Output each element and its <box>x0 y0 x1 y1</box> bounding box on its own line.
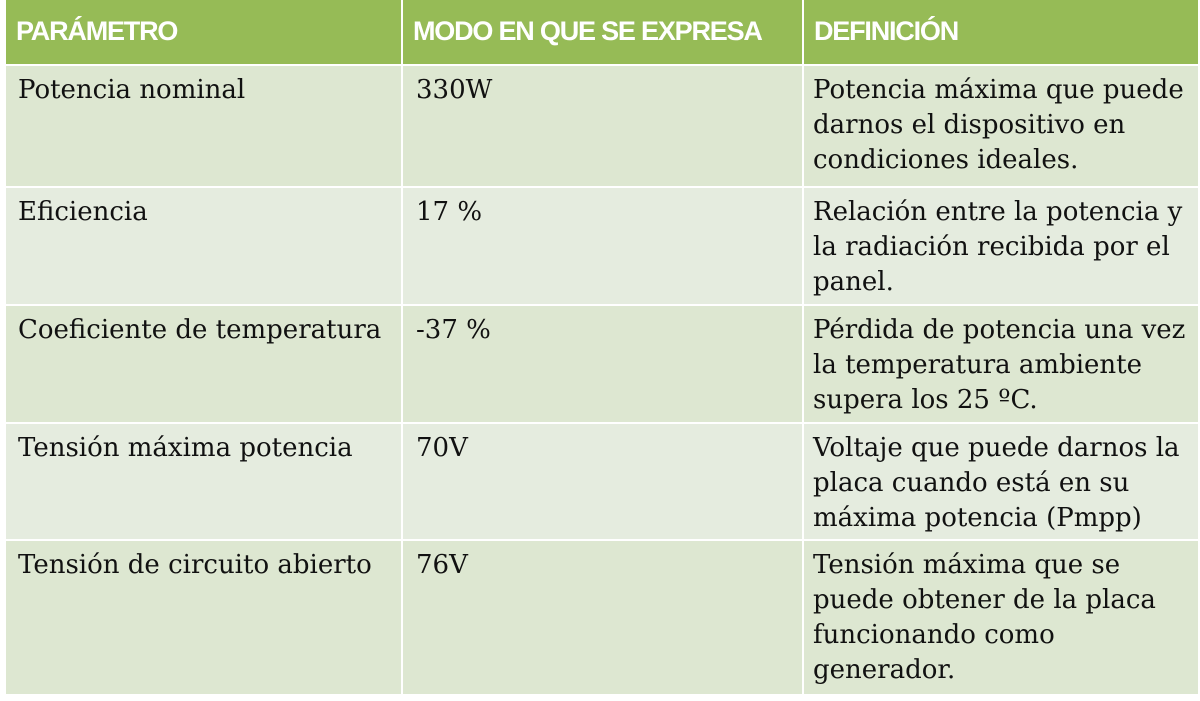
cell-parametro: Coeficiente de temperatura <box>6 306 403 424</box>
header-parametro: PARÁMETRO <box>6 0 403 66</box>
header-modo: MODO EN QUE SE EXPRESA <box>403 0 804 66</box>
parameters-table: PARÁMETRO MODO EN QUE SE EXPRESA DEFINIC… <box>6 0 1198 696</box>
cell-modo: -37 % <box>403 306 804 424</box>
cell-modo: 330W <box>403 66 804 188</box>
cell-modo: 70V <box>403 424 804 541</box>
header-definicion: DEFINICIÓN <box>804 0 1198 66</box>
cell-parametro: Tensión de circuito abierto <box>6 541 403 696</box>
cell-definicion: Voltaje que puede darnos la placa cuando… <box>804 424 1198 541</box>
cell-definicion: Tensión máxima que se puede obtener de l… <box>804 541 1198 696</box>
cell-parametro: Potencia nominal <box>6 66 403 188</box>
cell-definicion: Potencia máxima que puede darnos el disp… <box>804 66 1198 188</box>
cell-definicion: Pérdida de potencia una vez la temperatu… <box>804 306 1198 424</box>
cell-modo: 76V <box>403 541 804 696</box>
cell-parametro: Eficiencia <box>6 188 403 306</box>
cell-definicion: Relación entre la potencia y la radiació… <box>804 188 1198 306</box>
cell-modo: 17 % <box>403 188 804 306</box>
cell-parametro: Tensión máxima potencia <box>6 424 403 541</box>
